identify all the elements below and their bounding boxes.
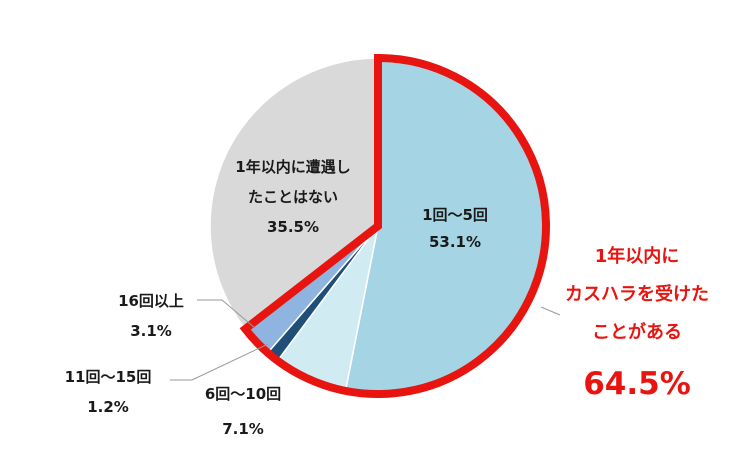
label-slice-4: 16回以上 3.1% bbox=[118, 292, 184, 340]
leader-line-3 bbox=[170, 343, 269, 381]
label-slice-3: 11回～15回 1.2% bbox=[65, 368, 152, 416]
label-slice-2: 6回～10回 7.1% bbox=[205, 385, 281, 438]
highlight-caption: 1年以内にカスハラを受けたことがある bbox=[565, 245, 709, 343]
leader-line-4 bbox=[197, 299, 256, 329]
label-slice-1: 1回～5回 53.1% bbox=[422, 206, 488, 251]
highlight-outline bbox=[239, 53, 550, 398]
label-slice-5: 1年以内に遭遇したことはない 35.5% bbox=[235, 158, 350, 236]
highlight-total: 64.5% bbox=[583, 366, 691, 402]
leader-line-highlight bbox=[540, 306, 561, 316]
pie-slice-5 bbox=[209, 57, 379, 331]
